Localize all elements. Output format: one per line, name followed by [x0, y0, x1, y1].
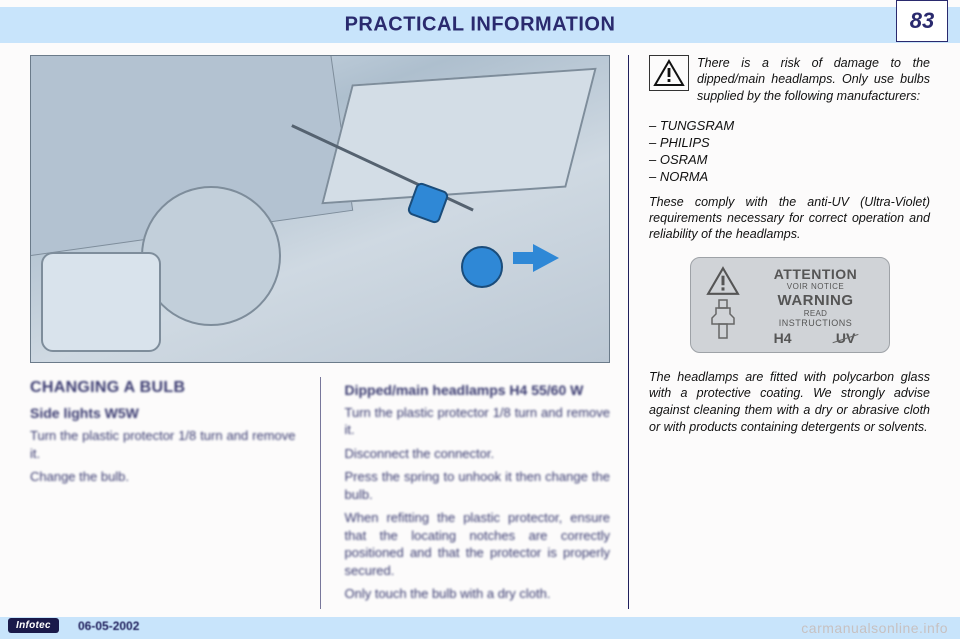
- illu-shape: [321, 68, 596, 204]
- warning-text: There is a risk of damage to the dipped/…: [697, 55, 930, 104]
- label-h4: H4: [774, 330, 792, 346]
- right-panel: There is a risk of damage to the dipped/…: [628, 55, 930, 609]
- watermark: carmanualsonline.info: [801, 620, 948, 636]
- page-number: 83: [896, 0, 948, 42]
- label-uv-strike: UV: [834, 330, 857, 346]
- bulb-mfr: – PHILIPS: [649, 135, 930, 150]
- warning-triangle-icon: [649, 55, 689, 91]
- label-attention: ATTENTION: [753, 266, 879, 282]
- sidelights-p2: Change the bulb.: [30, 468, 296, 486]
- label-left-icons: [701, 266, 745, 346]
- mid-p4: When refitting the plastic protector, en…: [345, 509, 611, 579]
- label-instructions: INSTRUCTIONS: [753, 318, 879, 328]
- heading-sidelights: Side lights W5W: [30, 404, 296, 423]
- heading-changing-bulb: CHANGING A BULB: [30, 377, 296, 399]
- bulb-mfr: – TUNGSRAM: [649, 118, 930, 133]
- left-area: CHANGING A BULB Side lights W5W Turn the…: [30, 55, 610, 609]
- bulb-mfr: – OSRAM: [649, 152, 930, 167]
- mid-p1: Turn the plastic protector 1/8 turn and …: [345, 404, 611, 439]
- heading-dipped-main: Dipped/main headlamps H4 55/60 W: [345, 381, 611, 400]
- header-bar: PRACTICAL INFORMATION: [0, 7, 960, 43]
- label-right-text: ATTENTION VOIR NOTICE WARNING READ INSTR…: [753, 266, 879, 346]
- arrow-icon: [533, 244, 559, 272]
- column-changing-bulb: CHANGING A BULB Side lights W5W Turn the…: [30, 377, 296, 609]
- bulb-manufacturer-list: – TUNGSRAM – PHILIPS – OSRAM – NORMA: [649, 118, 930, 186]
- bulb-label-card: ATTENTION VOIR NOTICE WARNING READ INSTR…: [690, 257, 890, 353]
- page-number-value: 83: [910, 8, 934, 34]
- polycarbon-note: The headlamps are fitted with polycarbon…: [649, 369, 930, 437]
- uv-compliance-text: These comply with the anti-UV (Ultra-Vio…: [649, 194, 930, 243]
- illu-shape: [141, 186, 281, 326]
- left-text-columns: CHANGING A BULB Side lights W5W Turn the…: [30, 377, 610, 609]
- label-voir: VOIR NOTICE: [753, 282, 879, 291]
- illu-shape: [41, 252, 161, 352]
- label-bottom-row: H4 UV: [753, 330, 879, 346]
- mid-p2: Disconnect the connector.: [345, 445, 611, 463]
- sidelights-p1: Turn the plastic protector 1/8 turn and …: [30, 427, 296, 462]
- bulb-mfr: – NORMA: [649, 169, 930, 184]
- column-dipped-main: Dipped/main headlamps H4 55/60 W Turn th…: [345, 377, 611, 609]
- column-divider: [320, 377, 321, 609]
- engine-bay-illustration: [30, 55, 610, 363]
- bulb-connector-icon: [461, 246, 503, 288]
- mid-p5: Only touch the bulb with a dry cloth.: [345, 585, 611, 603]
- page: PRACTICAL INFORMATION 83 CHANGING A BULB…: [0, 0, 960, 639]
- label-warning: WARNING: [753, 292, 879, 309]
- warning-triangle-icon: [706, 266, 740, 296]
- mid-p3: Press the spring to unhook it then chang…: [345, 468, 611, 503]
- header-title: PRACTICAL INFORMATION: [345, 14, 616, 37]
- infotec-badge: Infotec: [8, 618, 59, 633]
- warning-box: There is a risk of damage to the dipped/…: [649, 55, 930, 104]
- bulb-icon: [710, 298, 736, 342]
- footer-date: 06-05-2002: [78, 619, 139, 633]
- label-read: READ: [753, 309, 879, 318]
- content: CHANGING A BULB Side lights W5W Turn the…: [30, 55, 930, 609]
